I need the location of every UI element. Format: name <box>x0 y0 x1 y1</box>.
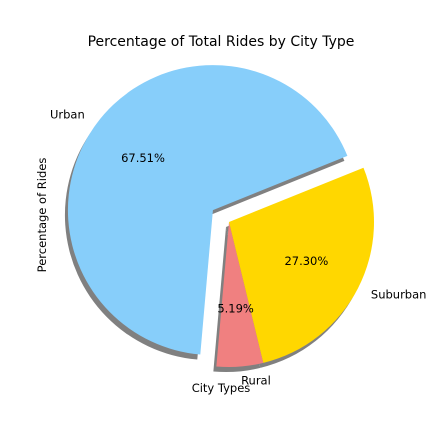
chart-title: Percentage of Total Rides by City Type <box>88 34 355 50</box>
slice-pct-urban: 67.51% <box>121 151 165 165</box>
slice-pct-suburban: 27.30% <box>284 254 328 268</box>
slice-label-suburban: Suburban <box>371 287 427 301</box>
slice-label-urban: Urban <box>50 108 85 122</box>
slice-label-rural: Rural <box>241 374 271 388</box>
slice-pct-rural: 5.19% <box>217 301 254 315</box>
y-axis-label: Percentage of Rides <box>35 158 49 273</box>
